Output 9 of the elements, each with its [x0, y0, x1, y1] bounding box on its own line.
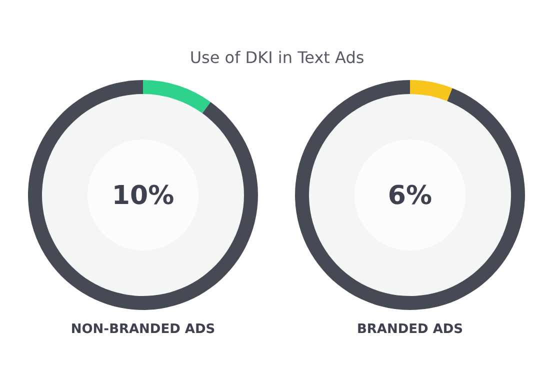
- donut-slice: [410, 80, 452, 102]
- donut-slice: [28, 80, 258, 310]
- donut-slice: [295, 80, 525, 310]
- chart-title: Use of DKI in Text Ads: [190, 48, 364, 67]
- text: 10%: [112, 181, 174, 211]
- text: BRANDED ADS: [356, 322, 464, 337]
- donut-slice: [143, 80, 211, 114]
- text: 6%: [388, 181, 432, 211]
- text: NON-BRANDED ADS: [70, 322, 216, 337]
